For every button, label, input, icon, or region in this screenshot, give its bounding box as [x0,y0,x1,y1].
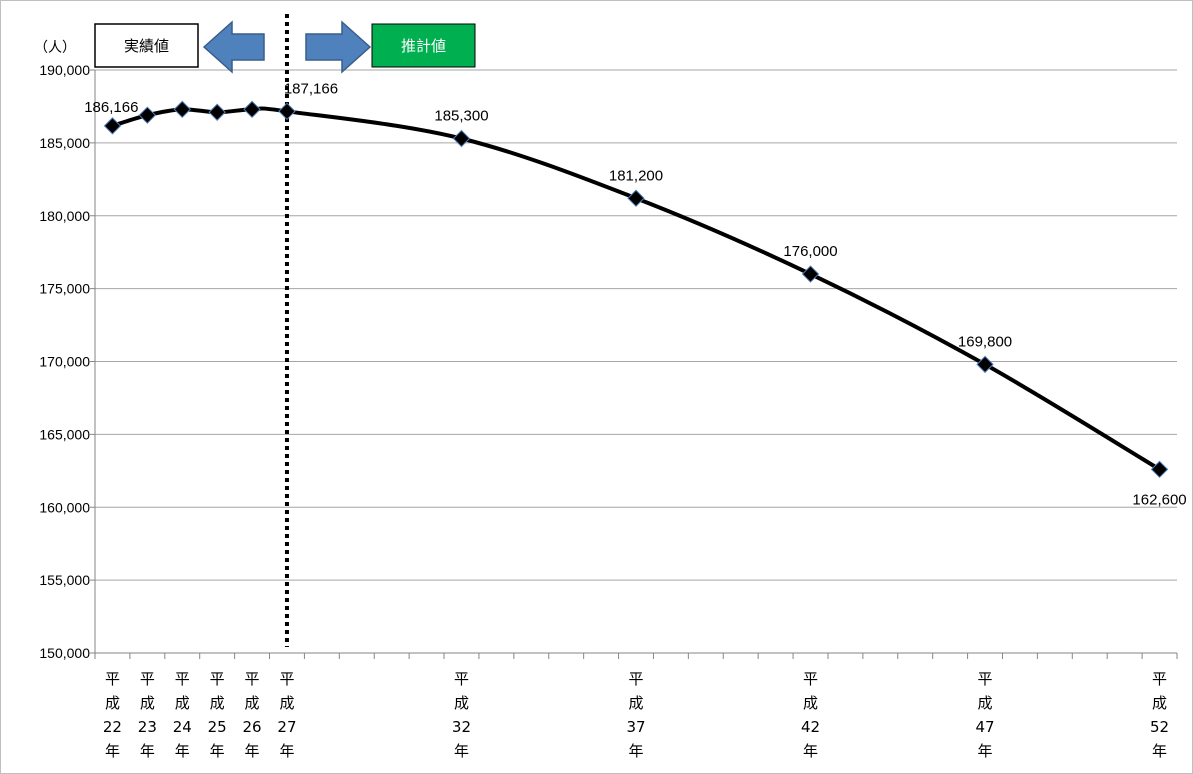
x-tick-label: 年 [454,742,469,760]
x-tick-label: 成 [1152,694,1167,712]
y-tick-label: 180,000 [39,208,90,224]
forecast-label: 推計値 [401,37,446,55]
actual-label-box [94,23,199,68]
x-tick-label: 42 [801,718,820,736]
x-tick-label: 成 [628,694,643,712]
data-label: 162,600 [1132,491,1186,508]
x-tick-label: 平 [175,670,190,688]
y-tick-label: 160,000 [39,499,90,515]
y-tick-label: 190,000 [39,62,90,78]
actual-label: 実績値 [124,37,169,55]
y-tick-label: 165,000 [39,426,90,442]
x-tick-label: 27 [277,718,296,736]
x-tick-label: 年 [279,742,294,760]
x-tick-label: 26 [243,718,262,736]
x-tick-label: 成 [279,694,294,712]
x-tick-label: 平 [210,670,225,688]
x-tick-label: 年 [803,742,818,760]
data-point-marker [243,100,261,119]
arrow-right-icon [305,20,372,74]
x-tick-label: 37 [626,718,645,736]
data-label: 181,200 [609,167,663,184]
x-tick-label: 年 [175,742,190,760]
data-label: 169,800 [958,333,1012,350]
x-axis: 平成22年平成23年平成24年平成25年平成26年平成27年平成32年平成37年… [94,653,1178,760]
x-tick-label: 平 [279,670,294,688]
x-tick-label: 平 [978,670,993,688]
y-tick-label: 155,000 [39,572,90,588]
x-tick-label: 平 [628,670,643,688]
y-unit-label: （人） [34,39,76,55]
population-series [103,100,1169,479]
y-tick-label: 150,000 [39,645,90,661]
x-tick-label: 年 [628,742,643,760]
y-axis: 150,000 155,000 160,000 165,000 170,000 175,0… [39,62,96,661]
x-tick-label: 年 [1152,742,1167,760]
data-point-marker [976,355,994,374]
data-point-marker [801,265,820,283]
y-tick-label: 185,000 [39,135,90,151]
x-tick-label: 年 [978,742,993,760]
gridlines [95,69,1177,654]
data-label: 176,000 [783,243,837,260]
data-label: 186,166 [84,99,138,116]
data-point-marker [627,189,645,207]
x-tick-label: 22 [103,718,122,736]
x-tick-label: 平 [803,670,818,688]
x-tick-label: 47 [975,718,994,736]
x-tick-label: 成 [175,694,190,712]
data-point-marker [208,103,226,121]
data-point-marker [452,129,471,148]
x-tick-label: 年 [210,742,225,760]
data-label: 187,166 [284,80,338,97]
x-tick-label: 年 [245,742,260,760]
y-tick-label: 175,000 [39,281,90,297]
x-tick-label: 成 [105,694,120,712]
x-tick-label: 成 [210,694,225,712]
x-tick-label: 成 [140,694,155,712]
x-tick-label: 平 [1152,670,1167,688]
data-point-marker [278,102,296,121]
data-label: 185,300 [434,108,488,125]
data-point-marker [138,106,157,124]
x-tick-label: 25 [208,718,227,736]
x-tick-label: 年 [105,742,120,760]
x-tick-label: 平 [105,670,120,688]
x-tick-label: 平 [454,670,469,688]
data-point-marker [1150,460,1169,479]
y-tick-label: 170,000 [39,354,90,370]
data-point-marker [103,117,122,135]
x-tick-label: 24 [173,718,192,736]
x-tick-label: 成 [454,694,469,712]
x-tick-label: 年 [140,742,155,760]
x-tick-label: 32 [452,718,471,736]
x-tick-label: 成 [803,694,818,712]
data-point-marker [173,100,191,119]
x-tick-label: 平 [140,670,155,688]
arrow-left-icon [202,20,265,74]
x-tick-label: 成 [978,694,993,712]
forecast-label-box [371,23,476,68]
x-tick-label: 平 [245,670,260,688]
data-labels: 186,166 187,166 185,300 181,200 176,000 169,8… [84,80,1186,508]
x-tick-label: 成 [245,694,260,712]
legend: （人） 実績値 推計値 [34,20,476,74]
x-tick-label: 52 [1150,718,1169,736]
x-tick-label: 23 [138,718,157,736]
